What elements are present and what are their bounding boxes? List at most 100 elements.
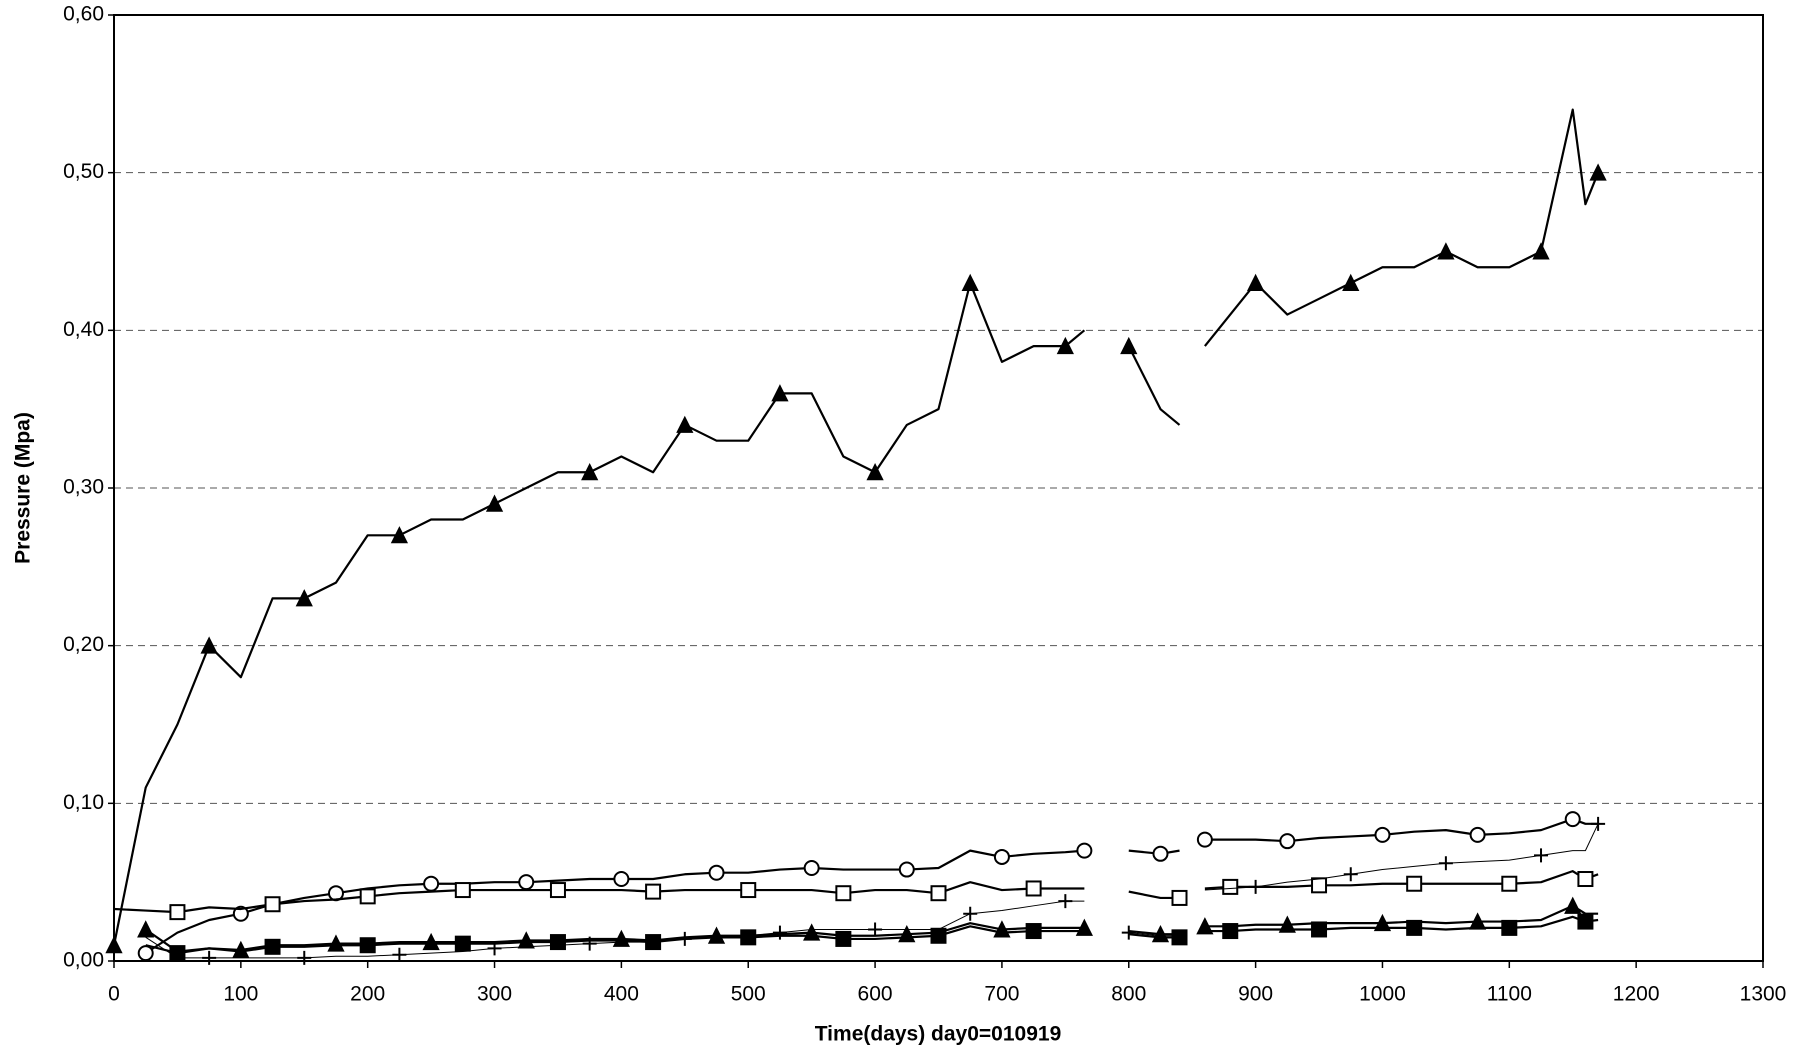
marker [295, 589, 313, 607]
y-tick-label: 0,20 [63, 633, 104, 656]
marker [1501, 875, 1518, 892]
x-tick-label: 600 [858, 983, 893, 1006]
marker [1247, 273, 1265, 292]
marker [264, 896, 281, 913]
marker [1152, 845, 1169, 862]
x-tick-label: 700 [984, 983, 1019, 1006]
marker [1196, 917, 1214, 935]
marker [1532, 242, 1550, 260]
marker [517, 931, 535, 949]
marker [1056, 336, 1074, 355]
marker [549, 934, 566, 951]
marker [423, 875, 440, 892]
y-tick-label: 0,00 [63, 949, 104, 972]
x-tick-label: 1300 [1740, 983, 1787, 1006]
x-tick-label: 1000 [1359, 983, 1406, 1006]
marker [137, 945, 154, 962]
marker [1589, 163, 1607, 181]
x-tick-label: 0 [108, 983, 120, 1006]
y-tick-label: 0,30 [63, 476, 104, 499]
y-tick-label: 0,60 [63, 3, 104, 26]
marker [1564, 896, 1582, 914]
marker [1469, 826, 1486, 843]
marker [1222, 923, 1239, 940]
marker [264, 938, 281, 955]
marker [1120, 336, 1138, 355]
marker [930, 885, 947, 902]
marker [1577, 871, 1594, 888]
marker [549, 882, 566, 899]
x-tick-label: 200 [350, 983, 385, 1006]
marker [612, 929, 631, 947]
marker [1501, 919, 1518, 936]
plot-frame [113, 14, 1764, 962]
marker [740, 882, 757, 899]
marker [1374, 826, 1391, 843]
x-tick-label: 100 [223, 983, 258, 1006]
marker [866, 462, 884, 481]
marker [1577, 913, 1594, 930]
marker [422, 932, 440, 951]
marker [963, 906, 978, 921]
marker [708, 864, 725, 881]
x-tick-label: 300 [477, 983, 512, 1006]
marker [1058, 894, 1073, 909]
marker [1248, 879, 1263, 894]
y-tick-label: 0,50 [63, 160, 104, 183]
marker [961, 273, 979, 292]
marker [359, 888, 376, 905]
marker [1438, 856, 1453, 871]
marker [771, 384, 789, 402]
marker [1406, 919, 1423, 936]
marker [835, 885, 852, 902]
marker [930, 927, 947, 944]
marker [232, 905, 249, 922]
marker [1171, 929, 1188, 946]
marker [454, 882, 471, 899]
x-axis-title: Time(days) day0=010919 [815, 1023, 1062, 1046]
y-axis-title: Pressure (Mpa) [12, 412, 35, 564]
marker [327, 934, 345, 952]
marker [1342, 273, 1360, 292]
x-tick-label: 1200 [1613, 983, 1660, 1006]
marker [200, 636, 218, 654]
marker [518, 874, 535, 891]
x-tick-label: 500 [731, 983, 766, 1006]
marker [202, 950, 217, 965]
marker [1534, 848, 1549, 863]
marker [613, 871, 630, 888]
marker [1311, 921, 1328, 938]
marker [803, 859, 820, 876]
marker [485, 494, 504, 512]
series-line [112, 108, 1600, 946]
marker [1196, 831, 1213, 848]
x-tick-label: 400 [604, 983, 639, 1006]
marker [707, 926, 726, 944]
marker [1343, 867, 1358, 882]
marker [645, 934, 662, 951]
marker [359, 937, 376, 954]
marker [137, 920, 155, 938]
x-tick-label: 800 [1111, 983, 1146, 1006]
marker [1171, 889, 1188, 906]
marker [1278, 915, 1296, 933]
x-tick-label: 900 [1238, 983, 1273, 1006]
marker [1222, 878, 1239, 895]
marker [169, 904, 186, 921]
marker [740, 929, 757, 946]
marker [169, 945, 186, 962]
marker [105, 935, 123, 954]
marker [390, 526, 409, 544]
marker [868, 922, 883, 937]
marker [772, 925, 787, 940]
marker [1025, 880, 1042, 897]
marker [835, 930, 852, 947]
marker [454, 935, 471, 952]
marker [645, 883, 662, 900]
marker [392, 947, 407, 962]
marker [581, 462, 599, 481]
marker [676, 415, 694, 433]
marker [1564, 811, 1581, 828]
marker [1591, 816, 1606, 831]
